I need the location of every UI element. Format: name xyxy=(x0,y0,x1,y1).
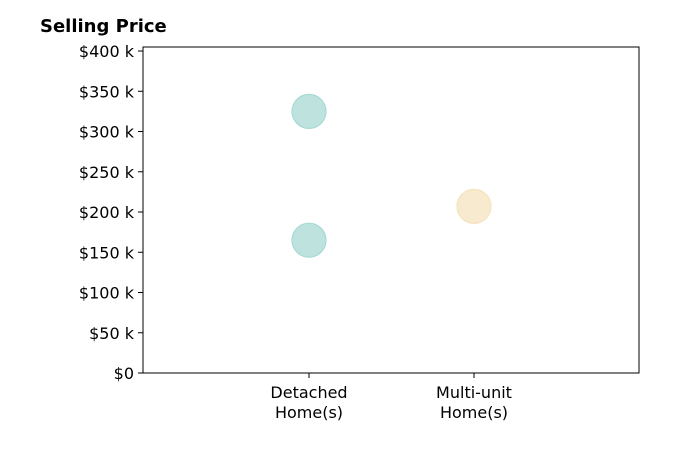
y-tick-label: $100 k xyxy=(79,284,135,303)
x-tick-label: Multi-unit Home(s) xyxy=(436,383,512,422)
data-point xyxy=(291,222,327,258)
y-tick-label: $350 k xyxy=(79,82,135,101)
data-points xyxy=(291,93,492,258)
y-tick-label: $150 k xyxy=(79,243,135,262)
y-tick-label: $200 k xyxy=(79,203,135,222)
y-tick-label: $300 k xyxy=(79,123,135,142)
data-point xyxy=(291,93,327,129)
chart-title: Selling Price xyxy=(40,16,167,37)
x-tick-label: Detached Home(s) xyxy=(270,383,347,422)
y-tick-label: $50 k xyxy=(89,324,135,343)
data-point xyxy=(456,188,492,224)
y-tick-label: $0 xyxy=(114,364,134,383)
y-tick-label: $250 k xyxy=(79,163,135,182)
x-axis: Detached Home(s) Multi-unit Home(s) xyxy=(270,373,512,422)
y-axis: $0 $50 k $100 k $150 k $200 k $250 k $300 k $35… xyxy=(79,42,143,383)
plot-frame xyxy=(142,46,640,374)
y-tick-label: $400 k xyxy=(79,42,135,61)
